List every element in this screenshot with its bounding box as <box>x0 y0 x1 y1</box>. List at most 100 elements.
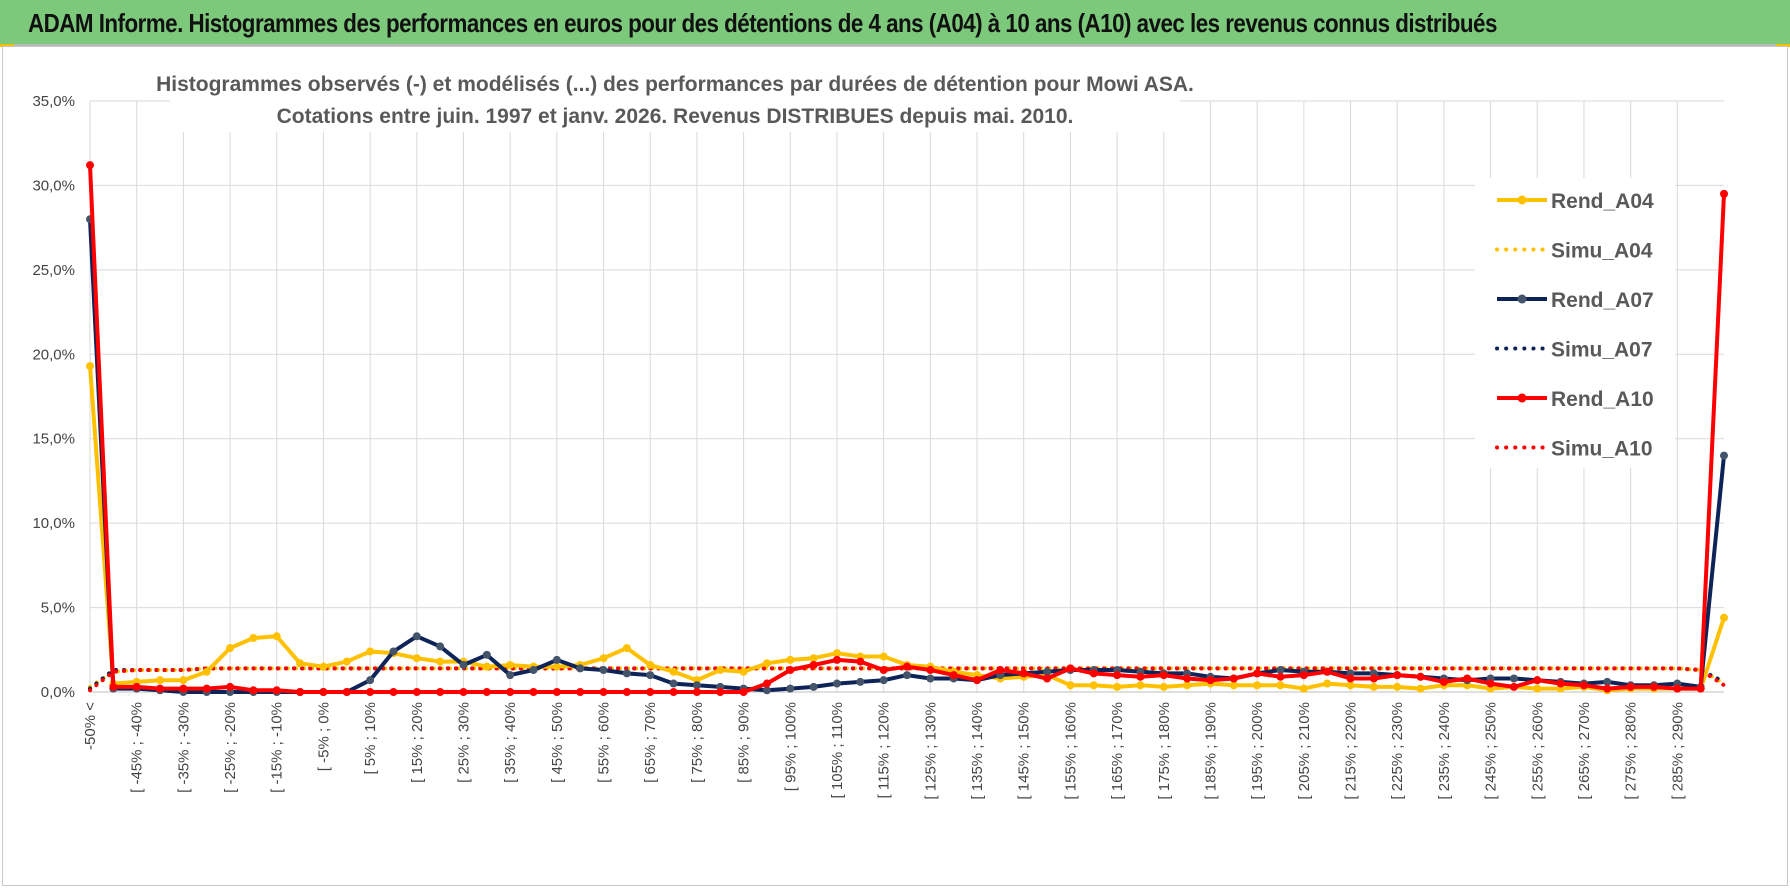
data-point <box>1509 674 1518 683</box>
x-tick-label: [ -5% ; 0% <box>315 702 332 771</box>
data-point <box>226 644 235 653</box>
data-point <box>646 660 655 669</box>
data-point <box>692 688 701 696</box>
legend-label: Simu_A04 <box>1551 240 1653 263</box>
series-layer <box>86 161 1728 696</box>
data-point <box>202 684 211 693</box>
data-point <box>436 657 445 666</box>
data-point <box>809 682 818 691</box>
data-point <box>506 688 515 696</box>
x-tick-label: [ 15% ; 20% <box>409 702 426 783</box>
x-tick-label: [ 185% ; 190% <box>1202 702 1219 800</box>
data-point <box>412 632 421 641</box>
y-tick-label: 0,0% <box>41 684 75 701</box>
y-tick-label: 25,0% <box>32 262 75 279</box>
data-point <box>832 679 841 688</box>
data-point <box>1276 672 1285 681</box>
data-point <box>786 684 795 693</box>
series-simu-a04 <box>88 666 1726 689</box>
data-point <box>366 647 375 656</box>
data-point <box>809 660 818 669</box>
data-point <box>879 666 888 675</box>
data-point <box>856 677 865 686</box>
data-point <box>552 688 561 696</box>
data-point <box>249 686 258 695</box>
data-point <box>903 671 911 680</box>
data-point <box>1113 682 1122 691</box>
data-point <box>879 676 888 685</box>
legend-label: Rend_A10 <box>1551 388 1654 411</box>
data-point <box>389 647 398 656</box>
data-point <box>1159 682 1168 691</box>
data-point <box>109 682 118 691</box>
data-point <box>552 662 561 671</box>
data-point <box>599 654 608 663</box>
data-point <box>132 682 141 691</box>
x-tick-label: [ 165% ; 170% <box>1109 702 1126 800</box>
legend-entry: Simu_A07 <box>1495 339 1653 362</box>
data-point <box>156 676 165 685</box>
data-point <box>1229 674 1238 683</box>
data-point <box>1089 669 1098 678</box>
x-tick-label: [ 155% ; 160% <box>1062 702 1079 800</box>
data-point <box>1720 451 1728 460</box>
data-point <box>86 161 94 170</box>
data-point <box>599 666 608 675</box>
x-axis: -50% < [ -45% ; -40% [ -35% ; -30% [ -25% ;… <box>82 691 1724 800</box>
legend-label: Rend_A04 <box>1551 190 1654 213</box>
data-point <box>1416 672 1425 681</box>
data-point <box>622 669 631 678</box>
data-point <box>832 655 841 664</box>
series-rend-a10 <box>86 161 1728 696</box>
data-point <box>669 679 678 688</box>
data-point <box>529 666 538 675</box>
x-tick-label: [ 75% ; 80% <box>689 702 706 783</box>
x-tick-label: [ 215% ; 220% <box>1343 702 1360 800</box>
x-tick-label: [ -25% ; -20% <box>222 702 239 793</box>
data-point <box>506 671 515 680</box>
data-point <box>576 664 585 673</box>
y-tick-label: 35,0% <box>32 93 75 110</box>
data-point <box>249 633 258 642</box>
data-point <box>739 667 748 676</box>
legend-marker <box>1517 393 1527 403</box>
data-point <box>1043 667 1052 676</box>
data-point <box>202 667 211 676</box>
data-point <box>1696 684 1705 693</box>
x-tick-label: [ 5% ; 10% <box>362 702 379 775</box>
legend: Rend_A04 Simu_A04 Rend_A07 Simu_A07 Rend_A10… <box>1495 190 1654 461</box>
data-point <box>926 674 935 683</box>
data-point <box>296 688 305 696</box>
legend-label: Rend_A07 <box>1551 289 1654 312</box>
data-point <box>1136 672 1145 681</box>
data-point <box>366 688 375 696</box>
data-point <box>1393 682 1402 691</box>
series-simu-a10 <box>88 666 1726 693</box>
data-point <box>506 660 515 669</box>
data-point <box>1673 684 1682 693</box>
data-point <box>226 682 235 691</box>
data-point <box>482 650 491 659</box>
data-point <box>949 671 958 680</box>
data-point <box>1720 613 1728 622</box>
data-point <box>1603 684 1612 693</box>
data-point <box>1603 677 1612 686</box>
data-point <box>1579 681 1588 690</box>
data-point <box>1299 671 1308 680</box>
x-tick-label: [ 225% ; 230% <box>1389 702 1406 800</box>
data-point <box>1043 674 1052 683</box>
data-point <box>1626 682 1635 691</box>
data-point <box>1066 664 1075 673</box>
chart-frame <box>2 46 1788 886</box>
data-point <box>156 684 165 693</box>
data-point <box>692 681 701 690</box>
legend-marker <box>1517 195 1527 205</box>
x-tick-label: [ 65% ; 70% <box>642 702 659 783</box>
data-point <box>1393 671 1402 680</box>
x-tick-label: [ 205% ; 210% <box>1296 702 1313 800</box>
data-point <box>809 654 818 663</box>
data-point <box>973 676 982 685</box>
x-tick-label: [ 85% ; 90% <box>736 702 753 783</box>
x-tick-label: [ 45% ; 50% <box>549 702 566 783</box>
x-tick-label: [ 255% ; 260% <box>1529 702 1546 800</box>
